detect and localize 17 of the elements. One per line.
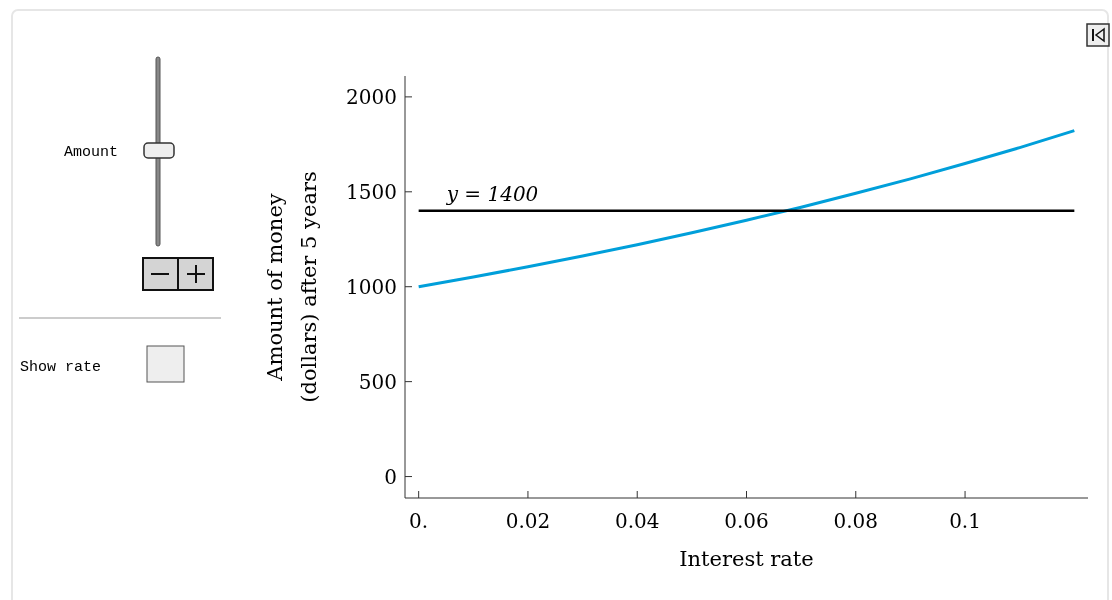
text: Show rate: [20, 359, 102, 376]
y-tick-label: 1500: [346, 179, 397, 204]
x-axis-title: Interest rate: [679, 547, 814, 571]
y-tick-label: 2000: [346, 84, 397, 109]
y-axis-title: Amount of money (dollars) after 5 years: [263, 171, 321, 403]
line-series: [417, 129, 1076, 289]
x-tick-label: 0.04: [614, 509, 660, 533]
x-tick-label: 0.: [409, 509, 429, 533]
series-label: y = 1400: [445, 181, 539, 206]
x-tick-label: 0.08: [833, 509, 879, 533]
y-tick-label: 0: [384, 464, 397, 489]
y-tick-label: 500: [358, 369, 397, 394]
x-tick-label: 0.02: [505, 509, 551, 533]
x-tick-label: 0.1: [949, 509, 981, 533]
text: Amount: [63, 144, 118, 161]
y-tick-label: 1000: [346, 274, 397, 299]
x-tick-label: 0.06: [724, 509, 769, 533]
